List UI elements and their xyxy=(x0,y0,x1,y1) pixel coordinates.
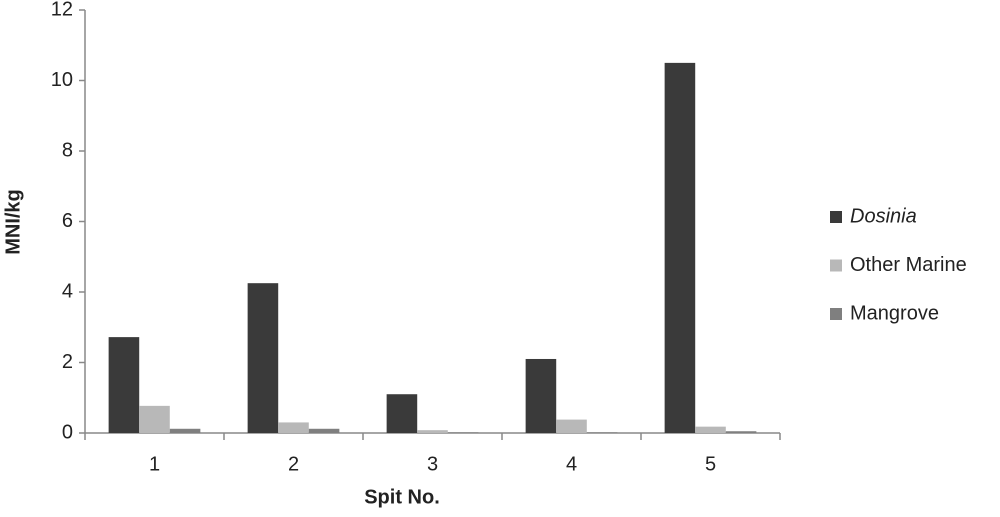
y-tick-label: 12 xyxy=(51,0,73,20)
bar xyxy=(139,405,170,433)
y-tick-label: 6 xyxy=(62,210,73,232)
bar xyxy=(447,432,479,433)
bar xyxy=(586,432,618,433)
y-tick-label: 8 xyxy=(62,139,73,161)
y-tick-label: 10 xyxy=(51,69,73,91)
bar xyxy=(169,428,201,433)
y-tick-label: 4 xyxy=(62,280,73,302)
legend-label: Mangrove xyxy=(850,302,939,324)
bar xyxy=(556,419,587,433)
legend-swatch xyxy=(830,211,842,223)
y-tick-label: 0 xyxy=(62,421,73,443)
x-axis-label: Spit No. xyxy=(364,486,440,508)
legend-label: Dosinia xyxy=(850,205,917,227)
legend-swatch xyxy=(830,259,842,272)
bar xyxy=(695,426,726,433)
legend-swatch xyxy=(830,308,842,320)
x-tick-label: 5 xyxy=(705,453,716,475)
bar xyxy=(386,394,418,433)
y-axis-label: MNI/kg xyxy=(2,189,24,255)
legend-label: Other Marine xyxy=(850,254,967,276)
x-tick-label: 3 xyxy=(427,453,438,475)
x-tick-label: 4 xyxy=(566,453,577,475)
bar xyxy=(247,283,279,433)
bar xyxy=(725,431,757,433)
bar xyxy=(308,428,340,433)
bar xyxy=(278,422,309,433)
x-tick-label: 2 xyxy=(288,453,299,475)
bar xyxy=(417,430,448,433)
bar xyxy=(525,358,557,433)
x-tick-label: 1 xyxy=(149,453,160,475)
bar xyxy=(664,62,696,433)
y-tick-label: 2 xyxy=(62,351,73,373)
bar xyxy=(108,337,140,433)
